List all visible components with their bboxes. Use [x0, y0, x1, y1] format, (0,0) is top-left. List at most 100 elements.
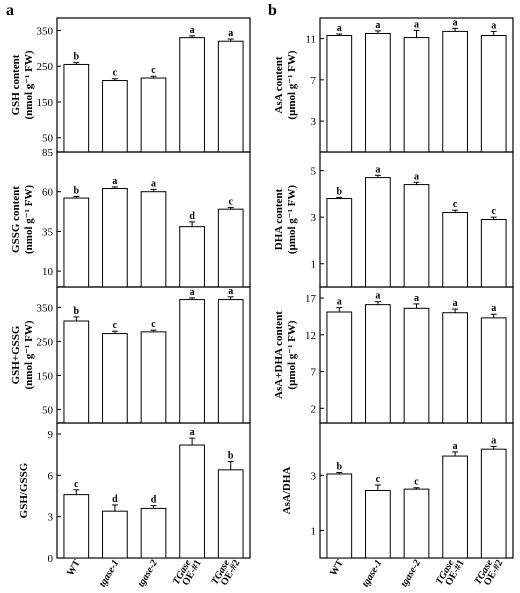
significance-letter: c — [113, 68, 118, 79]
significance-letter: a — [453, 298, 458, 309]
x-tick-label: tgase-1 — [97, 558, 121, 589]
significance-letter: a — [375, 20, 380, 31]
y-tick-label: 35 — [42, 226, 54, 238]
chart-7: 0 3 6 9 GSH/GSSG c d d a b — [18, 422, 251, 565]
significance-letter: b — [74, 185, 80, 196]
bar — [179, 37, 205, 153]
y-tick-label: 5 — [311, 166, 317, 178]
panel-letter-b: b — [268, 2, 277, 19]
bar — [140, 77, 167, 153]
bar — [326, 473, 353, 559]
bar — [326, 198, 353, 288]
y-axis-title: GSH content — [10, 54, 22, 115]
significance-letter: a — [228, 28, 233, 39]
y-axis-title: GSH+GSSG — [10, 325, 22, 384]
significance-letter: b — [228, 451, 234, 462]
y-axis-title: (μmol g⁻¹ FW) — [286, 50, 298, 119]
y-axis-title: (μmol g⁻¹ FW) — [286, 320, 298, 389]
bar — [326, 311, 353, 424]
x-tick-label: WT — [328, 558, 346, 578]
significance-letter: c — [453, 199, 458, 210]
significance-letter: a — [112, 176, 117, 187]
y-tick-label: 7 — [311, 75, 317, 87]
bar — [480, 448, 507, 559]
y-tick-label: 3 — [311, 116, 317, 128]
y-tick-label: 12 — [305, 330, 316, 342]
bar — [442, 312, 468, 424]
bar — [480, 219, 507, 288]
bar — [102, 80, 128, 153]
bar — [403, 488, 430, 559]
y-axis-title: AsA+DHA content — [273, 311, 285, 399]
y-tick-label: 3 — [311, 212, 317, 224]
x-tick-label: tgase-2 — [399, 558, 423, 589]
significance-letter: c — [491, 206, 496, 217]
x-tick-label: tgase-2 — [136, 558, 160, 589]
chart-3: 10 35 60 85 GSSG content (nmol g⁻¹ FW) b a a d c — [10, 147, 251, 288]
y-axis-title: GSH/GSSG — [18, 462, 30, 518]
bar — [63, 197, 90, 288]
significance-letter: d — [189, 211, 195, 222]
y-axis-title: AsA/DHA — [281, 467, 293, 515]
bar — [63, 494, 90, 559]
significance-letter: b — [74, 306, 80, 317]
significance-letter: c — [113, 320, 118, 331]
significance-letter: c — [228, 197, 233, 208]
y-tick-label: 150 — [37, 370, 54, 382]
significance-letter: a — [151, 178, 156, 189]
significance-letter: a — [190, 25, 195, 36]
y-tick-label: 50 — [42, 404, 54, 416]
significance-letter: a — [375, 291, 380, 302]
significance-letter: a — [491, 303, 496, 314]
x-tick-label: tgase-1 — [360, 558, 384, 589]
significance-letter: b — [337, 186, 343, 197]
bar — [442, 455, 468, 559]
significance-letter: a — [190, 287, 195, 298]
significance-letter: a — [375, 164, 380, 175]
significance-letter: a — [453, 17, 458, 28]
bar — [140, 331, 167, 424]
y-tick-label: 85 — [42, 147, 54, 159]
bar — [217, 469, 244, 559]
significance-letter: c — [151, 319, 156, 330]
significance-letter: a — [414, 171, 419, 182]
chart-4: 1 3 5 DHA content (μmol g⁻¹ FW) b a a c c — [273, 151, 514, 288]
significance-letter: a — [337, 297, 342, 308]
bar — [102, 510, 128, 559]
y-axis-title: (nmol g⁻¹ FW) — [23, 185, 35, 254]
significance-letter: a — [491, 20, 496, 31]
bar — [217, 208, 244, 288]
y-tick-label: 350 — [37, 26, 54, 38]
significance-letter: c — [74, 479, 79, 490]
bar — [365, 490, 391, 559]
y-tick-label: 50 — [42, 133, 54, 145]
y-tick-label: 17 — [305, 293, 317, 305]
bar — [217, 40, 244, 153]
y-axis-title: (μmol g⁻¹ FW) — [286, 185, 298, 254]
bar — [480, 35, 507, 153]
x-tick-label: WT — [65, 558, 83, 578]
y-tick-label: 1 — [311, 525, 317, 537]
bar — [179, 444, 205, 559]
bar — [365, 177, 391, 288]
y-tick-label: 10 — [42, 266, 54, 278]
y-tick-label: 250 — [37, 61, 54, 73]
significance-letter: d — [151, 495, 157, 506]
significance-letter: c — [376, 474, 381, 485]
chart-6: 2 7 12 17 AsA+DHA content (μmol g⁻¹ FW) a a a a a — [273, 286, 514, 424]
bar — [442, 30, 468, 153]
y-axis-title: AsA content — [273, 56, 285, 113]
y-tick-label: 2 — [311, 403, 317, 415]
bar — [365, 32, 391, 153]
y-tick-label: 9 — [48, 429, 54, 441]
bar — [102, 333, 128, 424]
y-axis-title: (nmol g⁻¹ FW) — [23, 320, 35, 389]
bar — [403, 307, 430, 424]
bar — [140, 191, 167, 288]
chart-5: 50 150 250 350 GSH+GSSG (nmol g⁻¹ FW) b c c a a — [10, 286, 251, 424]
y-tick-label: 60 — [42, 187, 54, 199]
y-tick-label: 150 — [37, 97, 54, 109]
